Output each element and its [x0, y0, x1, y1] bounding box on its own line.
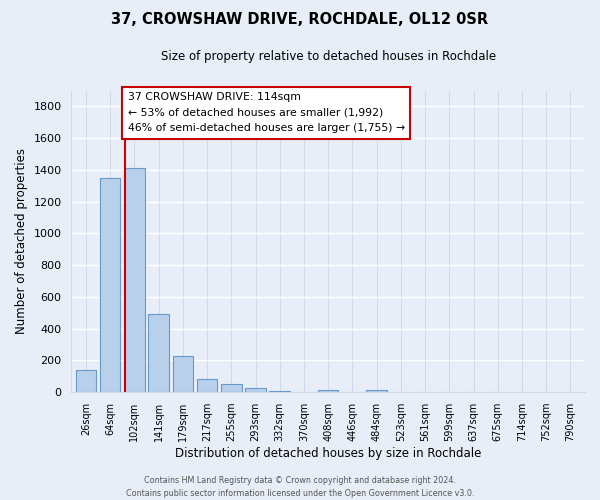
- Text: 37, CROWSHAW DRIVE, ROCHDALE, OL12 0SR: 37, CROWSHAW DRIVE, ROCHDALE, OL12 0SR: [112, 12, 488, 28]
- Bar: [318, 390, 338, 392]
- Text: 37 CROWSHAW DRIVE: 114sqm
← 53% of detached houses are smaller (1,992)
46% of se: 37 CROWSHAW DRIVE: 114sqm ← 53% of detac…: [128, 92, 405, 134]
- Bar: [245, 388, 266, 392]
- Bar: [148, 314, 169, 392]
- Bar: [100, 178, 121, 392]
- X-axis label: Distribution of detached houses by size in Rochdale: Distribution of detached houses by size …: [175, 447, 481, 460]
- Bar: [124, 168, 145, 392]
- Bar: [269, 390, 290, 392]
- Bar: [197, 378, 217, 392]
- Bar: [367, 390, 387, 392]
- Bar: [221, 384, 242, 392]
- Bar: [76, 370, 96, 392]
- Text: Contains HM Land Registry data © Crown copyright and database right 2024.
Contai: Contains HM Land Registry data © Crown c…: [126, 476, 474, 498]
- Y-axis label: Number of detached properties: Number of detached properties: [15, 148, 28, 334]
- Title: Size of property relative to detached houses in Rochdale: Size of property relative to detached ho…: [161, 50, 496, 63]
- Bar: [173, 356, 193, 392]
